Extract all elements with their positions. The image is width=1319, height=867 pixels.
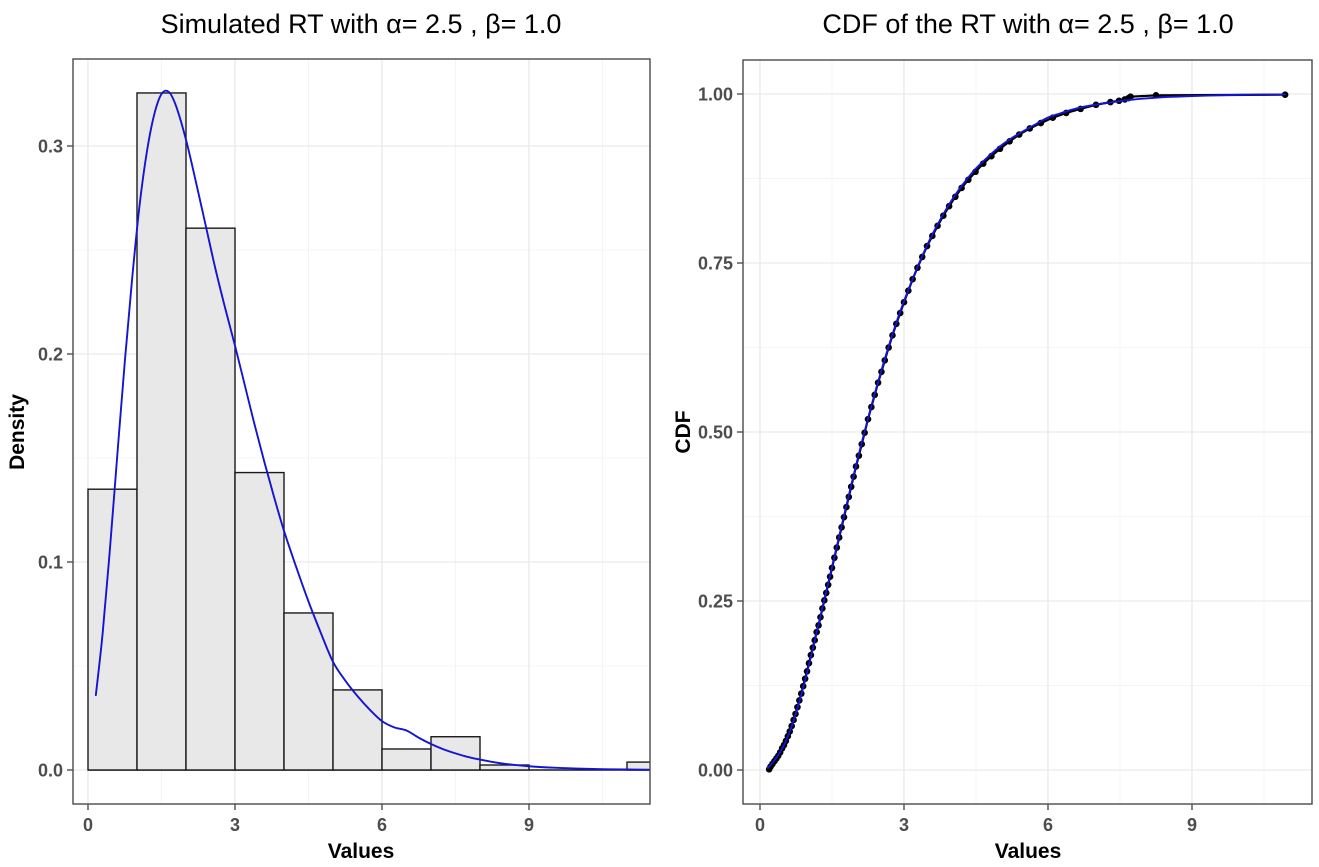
cdf-plot-area: 0 3 6 9 0.00 0.25 0.50 0.75 1.00 bbox=[698, 59, 1313, 835]
x-tick-label: 0 bbox=[755, 815, 765, 835]
histogram-bar bbox=[136, 92, 187, 771]
x-tick-label: 9 bbox=[1187, 815, 1197, 835]
histogram-bar bbox=[283, 612, 334, 771]
theoretical-cdf-curve bbox=[766, 93, 1287, 769]
histogram-bar bbox=[87, 488, 138, 771]
cdf-xlabel: Values bbox=[995, 840, 1062, 863]
x-tick-label: 3 bbox=[899, 815, 909, 835]
x-tick-label: 0 bbox=[83, 815, 93, 835]
axis-ticks: 0 3 6 9 0.0 0.1 0.2 0.3 bbox=[38, 136, 534, 835]
histogram-bar bbox=[332, 689, 383, 771]
y-tick-label: 0.3 bbox=[38, 136, 63, 156]
density-curve bbox=[94, 89, 650, 771]
histogram-bar bbox=[479, 764, 530, 771]
x-tick-label: 9 bbox=[524, 815, 534, 835]
histogram-bar bbox=[234, 471, 285, 771]
panel-border bbox=[742, 59, 1313, 805]
y-tick-label: 0.1 bbox=[38, 552, 63, 572]
histogram-bar bbox=[185, 227, 236, 771]
ecdf-point bbox=[1127, 93, 1134, 101]
x-tick-label: 6 bbox=[377, 815, 387, 835]
cdf-ylabel: CDF bbox=[672, 410, 695, 453]
histogram-title: Simulated RT with α= 2.5 , β= 1.0 bbox=[161, 9, 562, 39]
y-tick-label: 1.00 bbox=[698, 84, 733, 104]
y-tick-label: 0.2 bbox=[38, 344, 63, 364]
y-tick-label: 0.0 bbox=[38, 760, 63, 780]
grid-major bbox=[743, 60, 1312, 804]
y-tick-label: 0.50 bbox=[698, 422, 733, 442]
histogram-bar bbox=[381, 748, 432, 771]
x-tick-label: 3 bbox=[230, 815, 240, 835]
y-tick-label: 0.00 bbox=[698, 760, 733, 780]
histogram-xlabel: Values bbox=[328, 840, 395, 863]
cdf-title: CDF of the RT with α= 2.5 , β= 1.0 bbox=[822, 9, 1233, 39]
panel-border bbox=[72, 58, 651, 805]
x-tick-label: 6 bbox=[1043, 815, 1053, 835]
grid-minor bbox=[743, 60, 1312, 804]
cdf-chart: 0 3 6 9 0.00 0.25 0.50 0.75 1.00 CDF of the RT w… bbox=[672, 9, 1313, 863]
y-tick-label: 0.25 bbox=[698, 591, 733, 611]
histogram-bar bbox=[626, 761, 650, 771]
histogram-plot-area: 0 3 6 9 0.0 0.1 0.2 0.3 bbox=[38, 58, 651, 835]
y-tick-label: 0.75 bbox=[698, 253, 733, 273]
histogram-ylabel: Density bbox=[6, 394, 29, 470]
axis-ticks: 0 3 6 9 0.00 0.25 0.50 0.75 1.00 bbox=[698, 84, 1197, 835]
histogram-chart: 0 3 6 9 0.0 0.1 0.2 0.3 Simulated RT with α= 2.… bbox=[6, 9, 651, 863]
grid-major bbox=[73, 59, 650, 804]
histogram-bars bbox=[87, 92, 650, 771]
